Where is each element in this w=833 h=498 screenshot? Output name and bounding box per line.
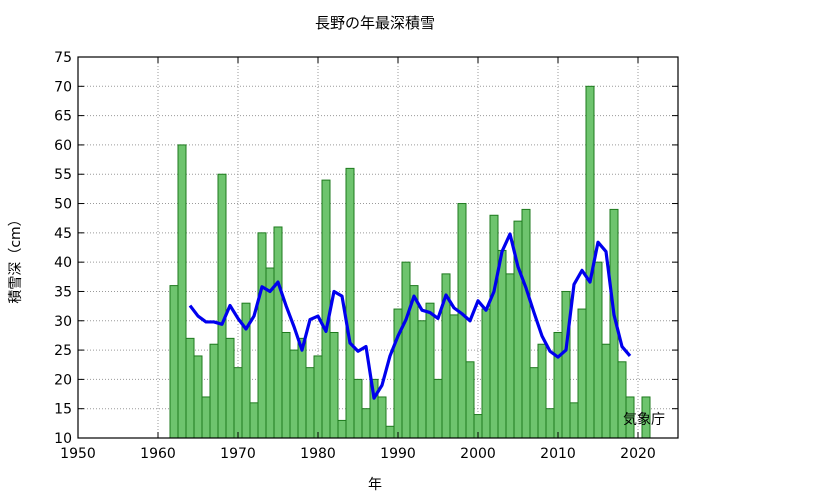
x-tick-label: 1990	[380, 446, 416, 462]
bar-1991	[401, 261, 411, 439]
bar-1994	[425, 302, 435, 439]
bar-1972	[249, 402, 259, 439]
bar-1968	[217, 173, 227, 439]
bar-2011	[561, 290, 571, 439]
axis-ticks: 10 15 20 25 30 35 40 45 50 55 60 65 70 75 1950 1960 1970…	[54, 50, 678, 462]
x-tick-label: 1970	[220, 446, 256, 462]
y-tick-label: 30	[54, 314, 72, 330]
y-tick-label: 10	[54, 431, 72, 447]
x-tick-label: 1950	[60, 446, 96, 462]
bar-1981	[321, 179, 331, 439]
bar-1982	[329, 331, 339, 439]
x-tick-label: 2010	[540, 446, 576, 462]
chart-title: 長野の年最深積雪	[315, 14, 435, 32]
bar-1998	[457, 203, 467, 439]
y-tick-label: 45	[54, 226, 72, 242]
bar-2016	[601, 343, 611, 439]
bar-2013	[577, 308, 587, 439]
bar-2015	[593, 261, 603, 439]
x-tick-label: 1980	[300, 446, 336, 462]
y-tick-label: 75	[54, 50, 72, 66]
bar-1970	[233, 367, 243, 439]
bar-2006	[521, 208, 531, 439]
bar-2001	[481, 308, 491, 439]
bar-2004	[505, 273, 515, 439]
y-tick-label: 70	[54, 79, 72, 95]
y-tick-label: 15	[54, 402, 72, 418]
x-tick-label: 1960	[140, 446, 176, 462]
bar-1976	[281, 331, 291, 439]
y-tick-label: 65	[54, 109, 72, 125]
bar-1980	[313, 355, 323, 439]
y-tick-label: 25	[54, 343, 72, 359]
bar-1999	[465, 361, 475, 439]
bar-2009	[545, 408, 555, 439]
bar-1969	[225, 337, 235, 439]
bar-1978	[297, 337, 307, 439]
bar-1979	[305, 367, 315, 439]
bar-2012	[569, 402, 579, 439]
bar-1966	[201, 396, 211, 439]
bar-2002	[489, 214, 499, 439]
bar-1993	[417, 320, 427, 439]
y-axis-label: 積雪深（cm）	[8, 212, 24, 303]
bar-1977	[289, 349, 299, 439]
bar-1974	[265, 267, 275, 439]
bar-1962	[169, 285, 179, 439]
bar-1964	[185, 337, 195, 439]
bar-2010	[553, 331, 563, 439]
bar-1973	[257, 232, 267, 439]
x-tick-label: 2000	[460, 446, 496, 462]
bar-1984	[345, 167, 355, 439]
bar-1988	[377, 396, 387, 439]
bar-1989	[385, 425, 395, 439]
bar-1983	[337, 419, 347, 439]
x-tick-label: 2020	[620, 446, 656, 462]
y-tick-label: 20	[54, 372, 72, 388]
y-tick-label: 60	[54, 138, 72, 154]
x-axis-label: 年	[368, 477, 382, 493]
bar-2008	[537, 343, 547, 439]
y-tick-label: 40	[54, 255, 72, 271]
bar-1986	[361, 408, 371, 439]
moving-average-line	[188, 232, 632, 400]
bar-1975	[273, 226, 283, 439]
bar-1985	[353, 378, 363, 439]
y-tick-label: 50	[54, 197, 72, 213]
bar-1965	[193, 355, 203, 439]
bar-1967	[209, 343, 219, 439]
bar-2003	[497, 249, 507, 439]
bar-1963	[177, 144, 187, 439]
credit-label: 気象庁	[623, 412, 665, 428]
bar-2007	[529, 367, 539, 439]
bar-1995	[433, 378, 443, 439]
bar-1997	[449, 314, 459, 439]
y-tick-label: 55	[54, 167, 72, 183]
y-tick-label: 35	[54, 284, 72, 300]
bar-series	[169, 85, 651, 439]
plot-frame	[77, 56, 679, 439]
